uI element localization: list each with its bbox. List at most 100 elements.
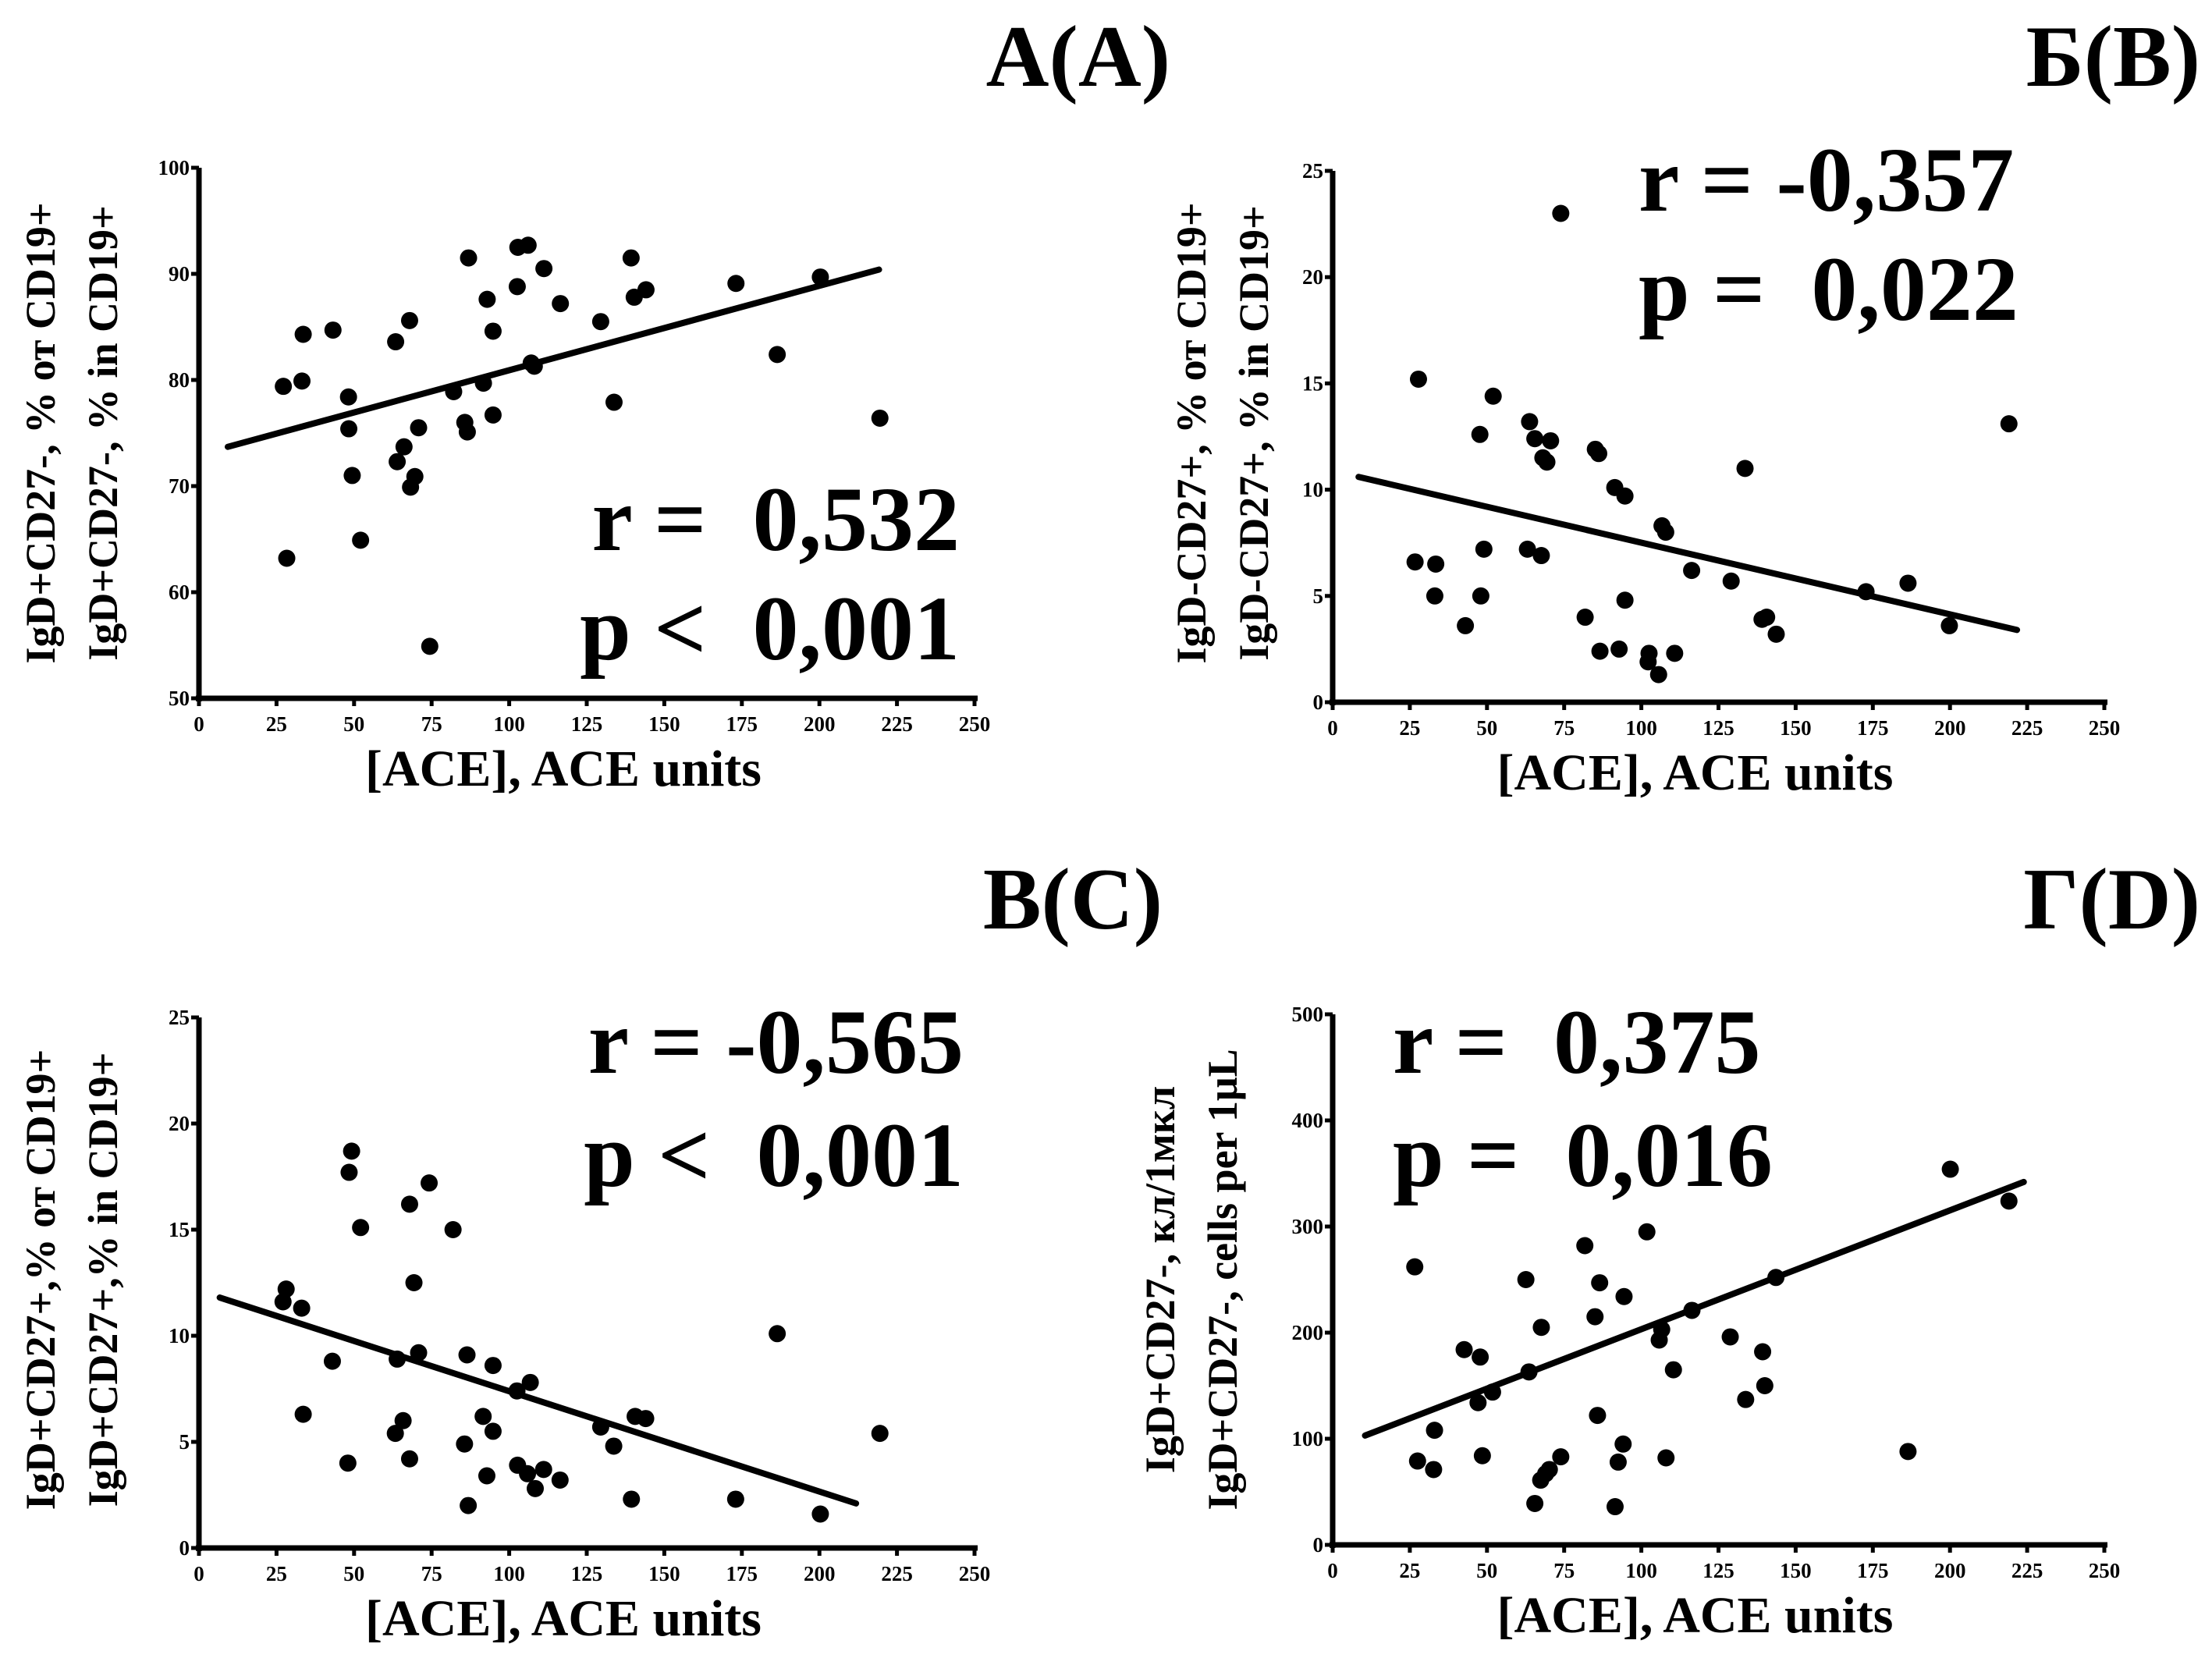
panel-title: Б(B) [2026, 9, 2200, 105]
data-point [1657, 1449, 1675, 1467]
x-tick-label: 250 [959, 1562, 991, 1585]
data-point [1606, 1498, 1624, 1516]
data-point [484, 1422, 502, 1440]
data-point [1616, 591, 1634, 609]
data-point [1409, 370, 1427, 388]
data-point [1610, 640, 1628, 658]
data-point [421, 1174, 438, 1192]
data-point [1591, 642, 1609, 660]
data-point [1552, 204, 1570, 222]
data-point [1576, 609, 1594, 627]
data-point [484, 1357, 502, 1375]
y-tick-label: 400 [1292, 1109, 1324, 1132]
data-point [2000, 1192, 2018, 1210]
data-point [1532, 1319, 1550, 1337]
x-tick-label: 75 [421, 712, 442, 736]
x-tick-label: 225 [881, 1562, 913, 1585]
x-tick-label: 250 [959, 712, 991, 736]
data-point [323, 1352, 341, 1370]
data-point [1590, 445, 1608, 463]
data-point [386, 1425, 404, 1443]
correlation-r: r = -0,565 [588, 991, 964, 1093]
data-point [278, 549, 296, 567]
data-point [1754, 1343, 1772, 1361]
data-point [1426, 587, 1443, 605]
y-tick-label: 0 [1313, 1533, 1324, 1557]
data-point [508, 1382, 526, 1400]
regression-line [1355, 474, 2021, 634]
x-tick-label: 50 [1476, 1559, 1497, 1582]
p-value: p < 0,001 [584, 1104, 964, 1206]
data-point [1532, 1472, 1550, 1489]
y-tick-label: 70 [169, 474, 190, 498]
x-tick-label: 75 [1553, 716, 1575, 740]
data-point [410, 1344, 428, 1362]
x-tick-label: 50 [343, 1562, 364, 1585]
x-tick-label: 225 [2011, 1559, 2043, 1582]
data-point [534, 1461, 552, 1479]
data-point [1532, 547, 1550, 565]
regression-line [224, 266, 882, 450]
y-tick-label: 90 [169, 262, 190, 286]
data-point [521, 1373, 539, 1391]
data-point [1521, 413, 1539, 431]
data-point [552, 295, 570, 313]
data-point [811, 1505, 829, 1523]
x-tick-label: 25 [1399, 716, 1420, 740]
x-tick-label: 0 [1327, 716, 1338, 740]
data-point [769, 346, 786, 364]
data-point [1576, 1237, 1594, 1255]
data-point [1756, 1377, 1774, 1394]
panel-title: Г(D) [2023, 851, 2200, 948]
data-point [1683, 1301, 1701, 1319]
data-point [1406, 1258, 1424, 1276]
data-point [727, 275, 745, 293]
data-point [1656, 524, 1674, 541]
data-point [623, 1490, 641, 1508]
data-point [1455, 1340, 1473, 1358]
data-point [1472, 1348, 1489, 1366]
y-tick-label: 60 [169, 580, 190, 604]
regression-line [216, 1294, 860, 1507]
data-point [478, 290, 496, 308]
x-tick-label: 175 [1857, 1559, 1889, 1582]
x-tick-label: 100 [493, 712, 525, 736]
x-tick-label: 200 [804, 712, 836, 736]
y-tick-label: 15 [1302, 371, 1323, 395]
y-axis-label-line: IgD+CD27-, % от CD19+ [17, 202, 64, 663]
y-axis-label-line: IgD+CD27-, кл/1мкл [1137, 1086, 1184, 1473]
data-point [1473, 1447, 1491, 1465]
y-axis-label-line: IgD+CD27-, cells per 1μL [1199, 1049, 1246, 1510]
data-point [484, 322, 502, 340]
y-tick-label: 200 [1292, 1321, 1324, 1344]
x-tick-label: 175 [726, 712, 758, 736]
x-axis-label: [ACE], ACE units [365, 1590, 762, 1647]
x-tick-label: 250 [2089, 1559, 2121, 1582]
x-tick-label: 125 [1702, 716, 1734, 740]
data-point [458, 423, 476, 441]
data-point [340, 1163, 358, 1181]
data-point [478, 1467, 495, 1485]
x-tick-label: 75 [421, 1562, 442, 1585]
data-point [389, 1350, 407, 1368]
data-point [1639, 653, 1657, 671]
data-point [340, 420, 358, 438]
data-point [1483, 1383, 1501, 1401]
data-point [1589, 1407, 1607, 1425]
y-tick-label: 50 [169, 687, 190, 710]
data-point [395, 438, 413, 456]
data-point [535, 260, 553, 278]
data-point [525, 357, 543, 375]
data-point [394, 1411, 412, 1429]
data-point [1683, 562, 1701, 580]
data-point [1471, 425, 1489, 443]
data-point [1609, 1453, 1627, 1471]
data-point [605, 393, 623, 411]
y-tick-label: 80 [169, 368, 190, 392]
data-point [275, 378, 293, 396]
data-point [1426, 1422, 1443, 1440]
data-point [769, 1325, 786, 1343]
data-point [400, 1450, 418, 1468]
y-tick-label: 0 [179, 1536, 190, 1560]
p-value: p < 0,001 [580, 577, 960, 680]
